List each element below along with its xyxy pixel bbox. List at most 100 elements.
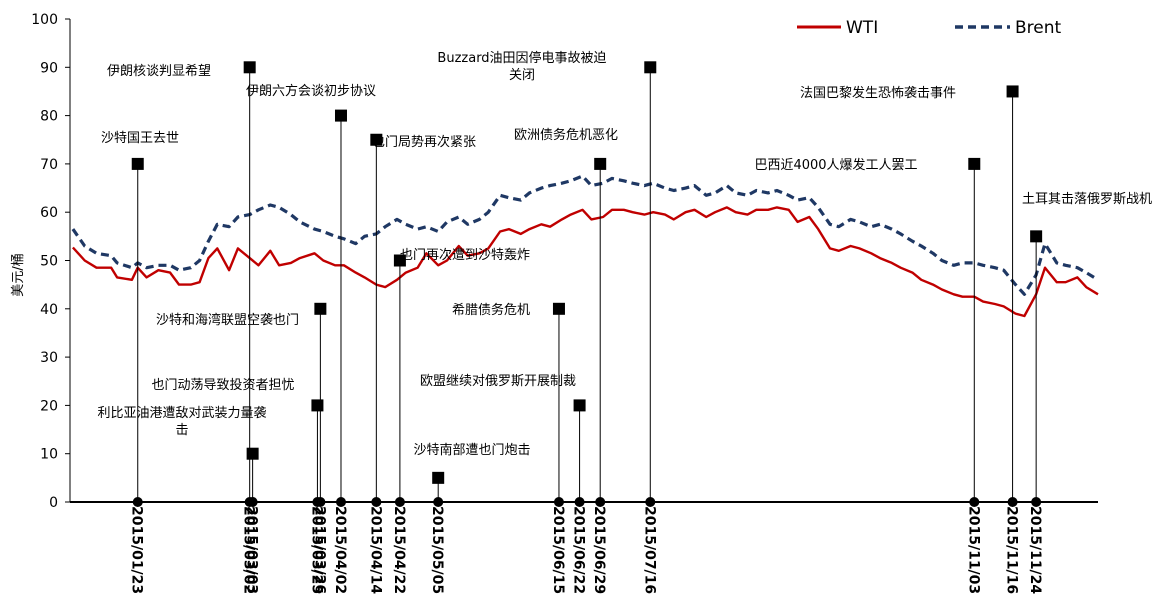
y-tick-label: 60	[40, 205, 58, 221]
y-tick-label: 70	[40, 157, 58, 173]
x-date-label: 2015/11/16	[1004, 506, 1020, 594]
event-marker-square	[552, 302, 565, 315]
event-marker-square	[968, 157, 981, 170]
legend-label-wti: WTI	[846, 18, 878, 38]
event-label-line: 欧盟继续对俄罗斯开展制裁	[420, 373, 576, 389]
y-axis-ticks: 0 10 20 30 40 50 60 70 80 90 100	[31, 12, 70, 511]
event-label: 沙特南部遭也门炮击	[413, 442, 530, 458]
event-label: 也门再次遭到沙特轰炸	[400, 247, 530, 263]
event-marker-square	[246, 447, 259, 460]
event-label-line: 欧洲债务危机恶化	[514, 127, 618, 143]
event-baseline-dot	[1007, 497, 1018, 507]
event-label-line: 也门再次遭到沙特轰炸	[400, 247, 530, 263]
x-date-label: 2015/11/03	[965, 506, 981, 594]
event-baseline-dot	[315, 497, 326, 507]
event-label: 巴西近4000人爆发工人罢工	[754, 157, 917, 173]
event-label: 利比亚油港遭敌对武装力量袭击	[97, 406, 266, 438]
event-baseline-dot	[132, 497, 143, 507]
event-label: 也门局势再次紧张	[372, 134, 476, 150]
x-date-label: 2015/03/02	[241, 506, 257, 594]
event-marker-square	[432, 471, 445, 484]
event-baseline-dot	[595, 497, 606, 507]
legend: WTI Brent	[797, 18, 1062, 38]
event-label: 沙特国王去世	[101, 131, 179, 146]
event-marker-square	[393, 254, 406, 267]
x-date-label: 2015/03/26	[311, 506, 327, 594]
event-label-line: 利比亚油港遭敌对武装力量袭	[97, 406, 266, 421]
event-baseline-dot	[433, 497, 444, 507]
event-label: 伊朗六方会谈初步协议	[246, 83, 376, 99]
y-tick-label: 10	[40, 447, 58, 463]
event-marker-square	[370, 133, 383, 146]
y-tick-label: 100	[31, 12, 58, 28]
x-date-label: 2015/03/25	[308, 506, 324, 594]
series-line-wti	[72, 206, 1099, 318]
event-marker-square	[334, 109, 347, 122]
event-label: 伊朗核谈判显希望	[107, 63, 211, 79]
event-label-line: 法国巴黎发生恐怖袭击事件	[800, 85, 956, 101]
series-line-brent	[71, 174, 1099, 296]
event-label-line: Buzzard油田因停电事故被迫	[437, 50, 606, 66]
x-date-label: 2015/03/03	[244, 506, 260, 594]
event-marker-square	[573, 399, 586, 412]
event-label-line: 也门动荡导致投资者担忧	[151, 377, 294, 393]
event-label-line: 伊朗核谈判显希望	[107, 63, 211, 79]
event-label: 欧洲债务危机恶化	[514, 127, 618, 143]
y-tick-label: 20	[40, 398, 58, 414]
event-label-line: 关闭	[509, 68, 535, 83]
event-label: 也门动荡导致投资者担忧	[151, 377, 294, 393]
y-tick-label: 0	[49, 495, 58, 511]
event-marker-square	[311, 399, 324, 412]
x-date-label: 2015/06/22	[571, 506, 587, 594]
event-marker-square	[1030, 230, 1043, 243]
y-tick-label: 90	[40, 60, 58, 76]
event-markers: 沙特国王去世伊朗核谈判显希望利比亚油港遭敌对武装力量袭击也门动荡导致投资者担忧沙…	[97, 50, 1152, 507]
x-date-label: 2015/04/14	[367, 506, 383, 594]
event-baseline-dot	[574, 497, 585, 507]
event-baseline-dot	[247, 497, 258, 507]
event-label: 法国巴黎发生恐怖袭击事件	[800, 85, 956, 101]
event-label-line: 沙特南部遭也门炮击	[413, 442, 530, 458]
event-label-line: 希腊债务危机	[452, 302, 530, 318]
x-date-label: 2015/07/16	[641, 506, 657, 594]
event-marker-square	[314, 302, 327, 315]
event-marker-square	[594, 157, 607, 170]
event-label: 希腊债务危机	[452, 302, 530, 318]
x-date-label: 2015/01/23	[129, 506, 145, 594]
event-label: Buzzard油田因停电事故被迫关闭	[437, 50, 606, 83]
event-label-line: 巴西近4000人爆发工人罢工	[754, 157, 917, 173]
event-label-line: 击	[175, 423, 188, 438]
y-tick-label: 50	[40, 254, 58, 270]
x-date-label: 2015/04/02	[332, 506, 348, 594]
event-marker-square	[644, 61, 657, 74]
event-label-line: 沙特国王去世	[101, 131, 179, 146]
legend-label-brent: Brent	[1015, 18, 1062, 38]
event-label: 沙特和海湾联盟空袭也门	[156, 312, 299, 328]
event-baseline-dot	[553, 497, 564, 507]
series-lines	[71, 174, 1099, 318]
event-baseline-dot	[371, 497, 382, 507]
event-label-line: 也门局势再次紧张	[372, 134, 476, 150]
x-date-label: 2015/06/29	[591, 506, 607, 594]
x-date-label: 2015/06/15	[550, 506, 566, 594]
event-label-line: 沙特和海湾联盟空袭也门	[156, 312, 299, 328]
event-label-line: 伊朗六方会谈初步协议	[246, 83, 376, 99]
event-baseline-dot	[645, 497, 656, 507]
event-baseline-dot	[335, 497, 346, 507]
event-marker-square	[1006, 85, 1019, 98]
event-label: 土耳其击落俄罗斯战机	[1022, 192, 1152, 207]
x-date-label: 2015/11/24	[1027, 506, 1043, 594]
y-axis-label: 美元/桶	[11, 253, 26, 296]
event-marker-square	[131, 157, 144, 170]
x-date-label: 2015/04/22	[391, 506, 407, 594]
event-label: 欧盟继续对俄罗斯开展制裁	[420, 373, 576, 389]
x-date-label: 2015/05/05	[429, 506, 445, 594]
event-baseline-dot	[1031, 497, 1042, 507]
event-baseline-dot	[969, 497, 980, 507]
y-tick-label: 30	[40, 350, 58, 366]
y-tick-label: 80	[40, 109, 58, 125]
event-baseline-dot	[394, 497, 405, 507]
event-marker-square	[243, 61, 256, 74]
